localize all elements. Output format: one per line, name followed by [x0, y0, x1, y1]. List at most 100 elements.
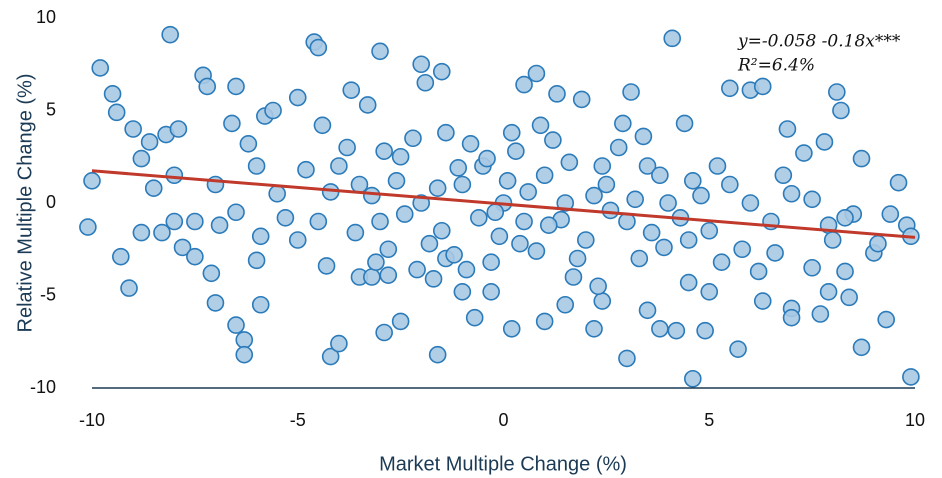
- point: [815, 133, 834, 151]
- point: [132, 223, 151, 242]
- point: [173, 238, 192, 257]
- point: [539, 216, 558, 234]
- point: [535, 166, 554, 185]
- point: [741, 194, 760, 212]
- point: [107, 103, 126, 122]
- point: [342, 81, 361, 99]
- point: [79, 218, 97, 236]
- point: [753, 77, 772, 96]
- point: [881, 205, 900, 223]
- point: [449, 159, 468, 177]
- point: [288, 88, 307, 107]
- point: [124, 120, 142, 138]
- point: [700, 221, 719, 240]
- point: [576, 231, 595, 249]
- point: [313, 116, 332, 135]
- point: [424, 270, 443, 288]
- point: [585, 186, 603, 205]
- point: [721, 175, 739, 194]
- point: [428, 179, 447, 197]
- point: [363, 268, 381, 286]
- point: [276, 209, 295, 227]
- point: [622, 83, 640, 101]
- point: [428, 345, 447, 364]
- point: [235, 345, 254, 364]
- point: [638, 157, 657, 175]
- point: [589, 277, 607, 296]
- point: [593, 157, 612, 175]
- point: [601, 201, 620, 220]
- point: [227, 203, 245, 222]
- point: [482, 253, 500, 272]
- point: [692, 186, 710, 205]
- x-tick-label: -5: [290, 410, 306, 430]
- point: [803, 190, 821, 209]
- point: [132, 149, 151, 168]
- point: [387, 172, 406, 190]
- x-tick-label: 5: [704, 410, 714, 430]
- point: [186, 212, 204, 231]
- point: [708, 157, 727, 175]
- point: [679, 273, 698, 292]
- point: [309, 38, 328, 57]
- point: [618, 349, 636, 368]
- point: [391, 312, 410, 331]
- point: [902, 368, 920, 386]
- point: [235, 331, 254, 349]
- point: [663, 29, 682, 48]
- y-tick-label: -10: [30, 377, 56, 397]
- point: [630, 249, 649, 268]
- r-squared: R²=6.4%: [737, 56, 815, 76]
- point: [490, 227, 509, 246]
- point: [568, 249, 587, 268]
- point: [507, 142, 525, 160]
- point: [721, 79, 739, 98]
- point: [120, 279, 138, 297]
- y-tick-label: -5: [40, 284, 56, 304]
- point: [367, 253, 385, 272]
- point: [832, 101, 850, 120]
- point: [852, 338, 871, 357]
- point: [803, 258, 821, 277]
- point: [206, 294, 225, 312]
- point: [782, 184, 801, 203]
- point: [535, 312, 554, 331]
- point: [749, 262, 768, 281]
- point: [634, 127, 653, 146]
- point: [651, 166, 669, 185]
- point: [297, 160, 315, 179]
- point: [828, 83, 846, 101]
- point: [371, 42, 389, 61]
- point: [531, 116, 550, 135]
- point: [420, 234, 439, 253]
- point: [83, 172, 101, 190]
- point: [638, 301, 657, 320]
- point: [572, 90, 591, 109]
- point: [564, 268, 583, 286]
- point: [321, 347, 340, 366]
- point: [461, 135, 480, 153]
- point: [404, 129, 422, 148]
- point: [700, 282, 719, 301]
- point: [659, 194, 677, 212]
- point: [683, 172, 702, 190]
- point: [453, 282, 472, 301]
- point: [544, 131, 562, 149]
- point: [811, 305, 830, 323]
- point: [840, 288, 858, 307]
- point: [465, 308, 484, 327]
- point: [478, 149, 496, 168]
- point: [198, 77, 217, 96]
- point: [482, 282, 500, 301]
- point: [560, 153, 579, 172]
- point: [556, 295, 575, 314]
- point: [733, 240, 751, 259]
- point: [330, 334, 348, 353]
- y-tick-label: 5: [46, 99, 56, 119]
- point: [169, 120, 188, 138]
- point: [515, 212, 533, 231]
- point: [782, 308, 801, 327]
- point: [712, 253, 731, 272]
- point: [251, 227, 270, 246]
